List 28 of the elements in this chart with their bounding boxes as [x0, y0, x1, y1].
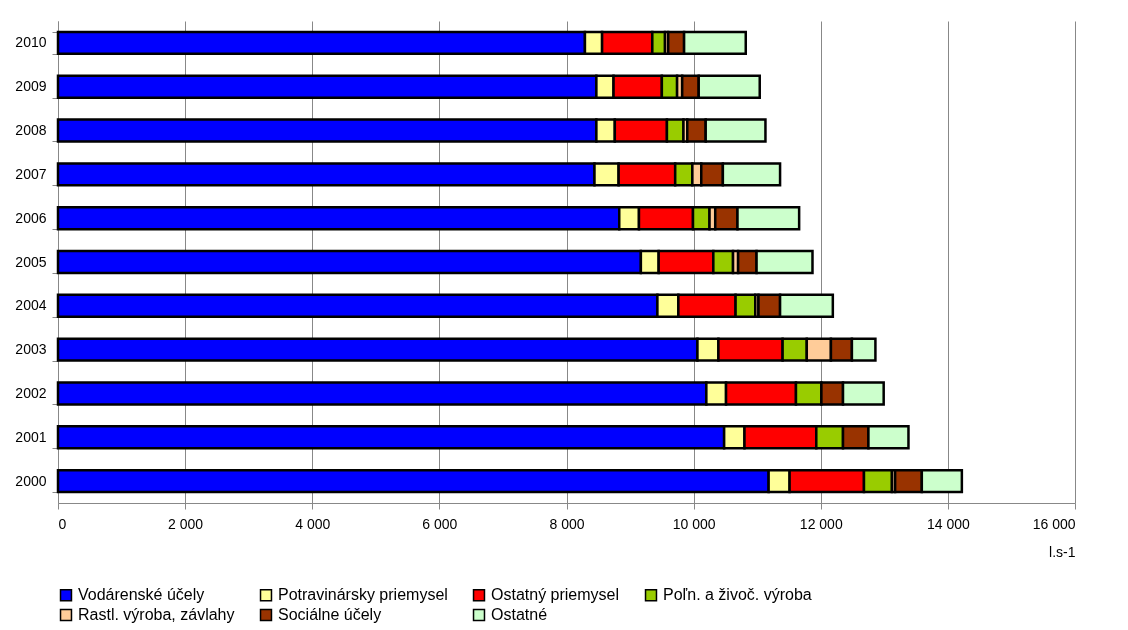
x-tick-label: 2 000	[168, 515, 204, 532]
legend-label: Ostatný priemysel	[491, 586, 620, 604]
y-tick-label: 2009	[15, 78, 47, 95]
y-tick-label: 2004	[15, 297, 47, 314]
y-tick-label: 2010	[15, 34, 47, 51]
legend-label: Rastl. výroba, závlahy	[78, 606, 235, 623]
y-tick-label: 2005	[15, 253, 47, 270]
x-tick-label: 8 000	[549, 515, 585, 532]
legend-label: Vodárenské účely	[78, 586, 205, 604]
y-tick-label: 2002	[15, 384, 47, 401]
x-axis-title: l.s-1	[1049, 543, 1076, 560]
x-tick-label: 12 000	[799, 515, 843, 532]
y-tick-label: 2001	[15, 428, 47, 445]
x-tick-label: 6 000	[422, 515, 458, 532]
x-tick-label: 0	[58, 515, 67, 532]
x-tick-label: 14 000	[926, 515, 970, 532]
y-tick-label: 2003	[15, 341, 47, 358]
y-tick-label: 2008	[15, 122, 47, 139]
x-tick-label: 16 000	[1032, 515, 1076, 532]
legend-label: Potravinársky priemysel	[278, 586, 448, 604]
x-tick-label: 10 000	[672, 515, 716, 532]
y-tick-label: 2007	[15, 165, 47, 182]
legend-label: Sociálne účely	[278, 606, 382, 623]
y-tick-label: 2000	[15, 472, 47, 489]
x-tick-label: 4 000	[295, 515, 331, 532]
y-tick-label: 2006	[15, 209, 47, 226]
legend-label: Ostatné	[491, 606, 548, 623]
legend-label: Poľn. a živoč. výroba	[663, 586, 812, 604]
